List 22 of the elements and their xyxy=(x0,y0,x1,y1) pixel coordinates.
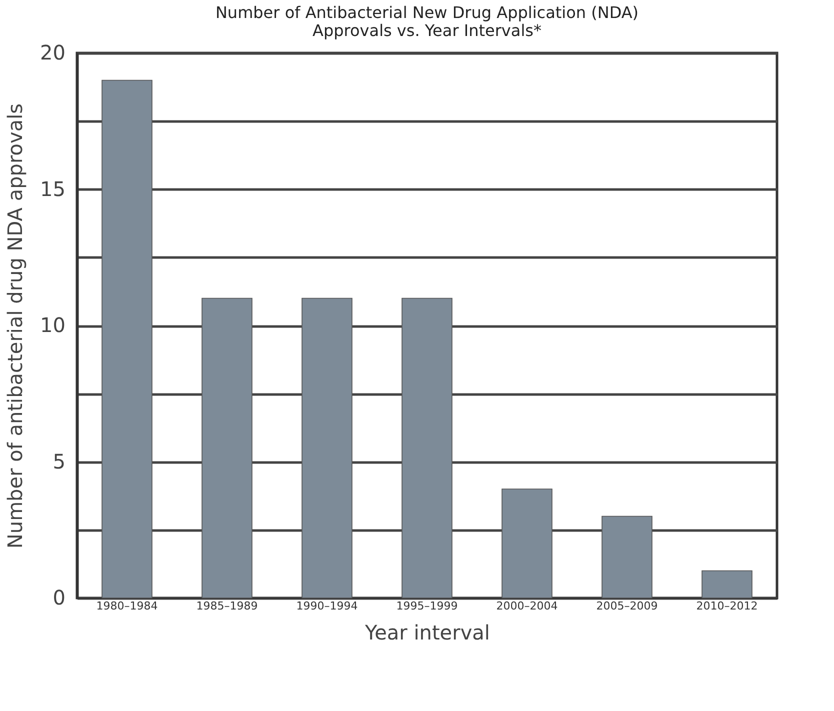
bar xyxy=(702,570,752,598)
y-tick-label: 0 xyxy=(52,586,66,610)
bar xyxy=(302,298,352,598)
x-tick-label: 2010–2012 xyxy=(696,600,758,612)
x-tick-label: 1985–1989 xyxy=(196,600,258,612)
x-tick-label: 1995–1999 xyxy=(396,600,458,612)
x-tick-label: 2005–2009 xyxy=(596,600,658,612)
x-tick-label: 1980–1984 xyxy=(96,600,158,612)
bar xyxy=(502,488,552,598)
bar xyxy=(602,516,652,598)
x-tick-label: 2000–2004 xyxy=(496,600,558,612)
y-axis-title: Number of antibacterial drug NDA approvals xyxy=(3,103,28,549)
y-tick-label: 10 xyxy=(40,313,66,337)
x-tick-label: 1990–1994 xyxy=(296,600,358,612)
bar xyxy=(102,80,152,598)
y-tick-label: 5 xyxy=(52,449,66,474)
y-tick-label: 15 xyxy=(40,176,66,201)
y-tick-label: 20 xyxy=(40,40,66,64)
chart-title: Number of Antibacterial New Drug Application (NDA) Approvals vs. Year Intervals* xyxy=(215,3,639,40)
bar xyxy=(202,298,252,598)
bar xyxy=(402,298,452,598)
x-axis-title: Year interval xyxy=(364,620,490,644)
